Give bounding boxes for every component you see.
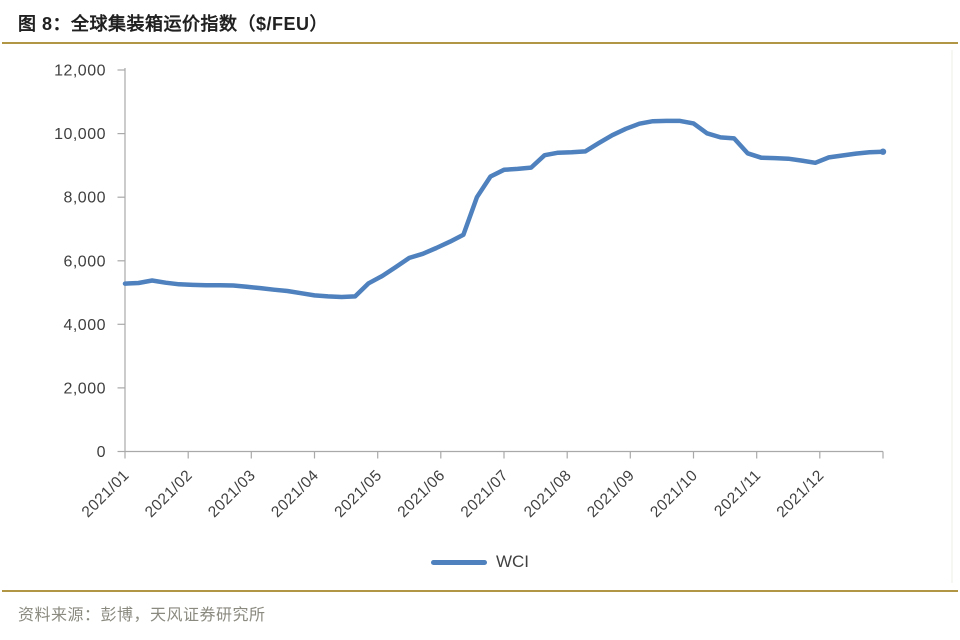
y-axis-labels: 0 2,000 4,000 6,000 8,000 10,000 12,000 xyxy=(54,63,106,462)
legend-line-swatch xyxy=(430,559,487,565)
axes xyxy=(117,68,884,459)
source-note: 资料来源：彭博，天风证券研究所 xyxy=(18,607,266,624)
svg-text:2021/12: 2021/12 xyxy=(774,467,828,521)
svg-text:2021/06: 2021/06 xyxy=(395,467,449,521)
svg-text:0: 0 xyxy=(97,444,106,461)
svg-text:2021/03: 2021/03 xyxy=(205,467,259,521)
legend: WCI xyxy=(0,551,960,573)
svg-text:2021/07: 2021/07 xyxy=(458,467,512,521)
svg-text:2021/05: 2021/05 xyxy=(331,467,385,521)
svg-text:8,000: 8,000 xyxy=(63,190,106,207)
svg-text:2021/10: 2021/10 xyxy=(647,467,701,521)
svg-text:6,000: 6,000 xyxy=(63,253,106,270)
wci-series-endpoint xyxy=(879,148,887,155)
figure-title: 图 8：全球集装箱运价指数（$/FEU） xyxy=(18,14,329,34)
svg-text:2021/01: 2021/01 xyxy=(79,467,133,521)
svg-text:12,000: 12,000 xyxy=(54,63,106,80)
svg-text:4,000: 4,000 xyxy=(63,317,106,334)
legend-label: WCI xyxy=(495,552,530,571)
svg-text:2,000: 2,000 xyxy=(63,380,106,397)
svg-text:2021/09: 2021/09 xyxy=(584,467,638,521)
svg-text:2021/04: 2021/04 xyxy=(268,467,322,521)
footer-divider xyxy=(2,590,958,592)
title-divider xyxy=(2,42,958,44)
x-axis-labels: 2021/01 2021/02 2021/03 2021/04 2021/05 2021/… xyxy=(79,467,828,521)
svg-text:2021/08: 2021/08 xyxy=(521,467,575,521)
svg-text:2021/11: 2021/11 xyxy=(711,467,764,520)
svg-text:10,000: 10,000 xyxy=(54,126,106,143)
wci-series-line xyxy=(122,118,886,300)
svg-text:2021/02: 2021/02 xyxy=(142,467,196,521)
